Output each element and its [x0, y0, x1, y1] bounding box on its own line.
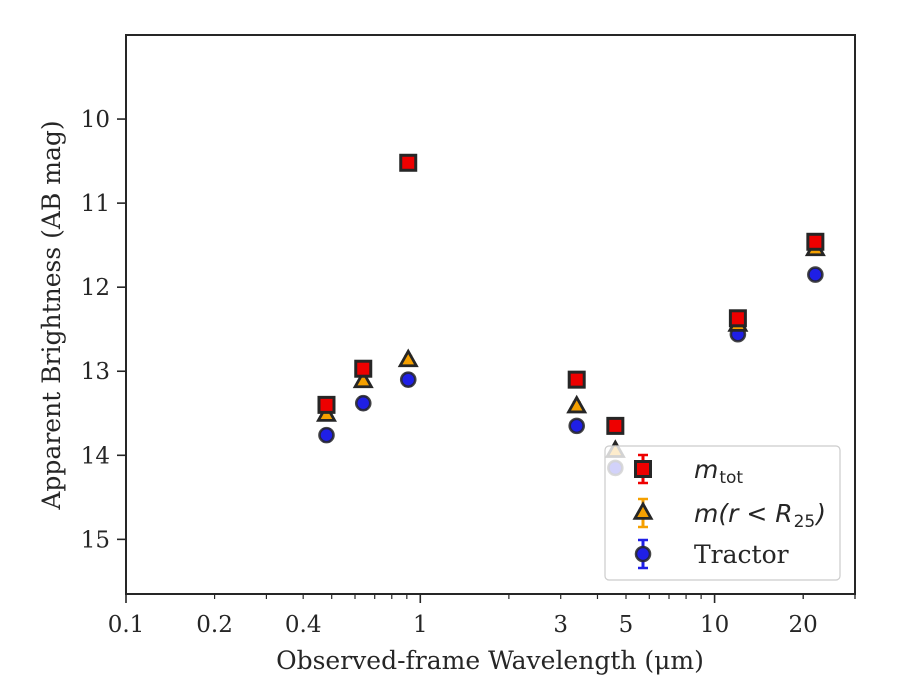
y-axis-label: Apparent Brightness (AB mag)	[37, 120, 66, 510]
legend-label-mtot: mtot	[694, 455, 743, 488]
data-point-square	[806, 232, 825, 251]
plot-frame	[125, 34, 856, 595]
legend-label-mr25-sub: 25	[794, 512, 816, 532]
data-point-triangle	[566, 394, 588, 414]
plot-layer	[315, 153, 826, 477]
x-tick-label: 5	[619, 612, 634, 638]
x-tick-label: 0.4	[285, 612, 322, 638]
data-point-circle	[568, 417, 586, 435]
y-tick-label: 14	[81, 443, 110, 469]
data-point-circle	[354, 394, 372, 412]
legend: mtot m(r < R25) Tractor	[604, 445, 841, 581]
x-axis-label: Observed-frame Wavelength (μm)	[276, 646, 704, 675]
y-tick-label: 13	[81, 359, 110, 385]
x-tick-label: 0.2	[196, 612, 233, 638]
data-point-triangle	[352, 369, 374, 389]
legend-frame	[604, 445, 841, 581]
y-tick-label: 12	[81, 275, 110, 301]
x-tick-label: 10	[700, 612, 729, 638]
legend-marker-circle	[634, 545, 652, 563]
x-tick-label: 1	[413, 612, 428, 638]
y-tick-label: 15	[81, 527, 110, 553]
x-tick-label: 3	[553, 612, 568, 638]
legend-label-mr25-tail: )	[814, 499, 826, 528]
legend-marker-triangle	[632, 501, 654, 520]
data-point-circle	[399, 371, 417, 388]
data-point-square	[567, 370, 586, 389]
data-point-square	[728, 309, 747, 328]
data-point-triangle	[397, 348, 419, 368]
data-point-circle	[318, 426, 335, 444]
data-point-square	[354, 359, 373, 378]
legend-label-mtot-main: m	[694, 455, 718, 484]
data-point-circle	[807, 266, 824, 283]
legend-label-mr25: m(r < R25)	[694, 499, 826, 532]
x-tick-label: 20	[789, 612, 818, 638]
data-point-square	[317, 395, 336, 414]
x-tick-label: 0.1	[108, 612, 145, 638]
y-tick-label: 11	[81, 191, 110, 217]
legend-label-mr25-main: m(r < R	[694, 499, 793, 528]
data-point-square	[399, 153, 418, 172]
legend-marker-square	[634, 460, 652, 478]
legend-label-mtot-sub: tot	[719, 468, 743, 488]
data-point-square	[606, 416, 625, 435]
y-tick-label: 10	[81, 107, 110, 133]
legend-markers	[632, 453, 654, 570]
legend-label-tractor: Tractor	[694, 540, 789, 569]
